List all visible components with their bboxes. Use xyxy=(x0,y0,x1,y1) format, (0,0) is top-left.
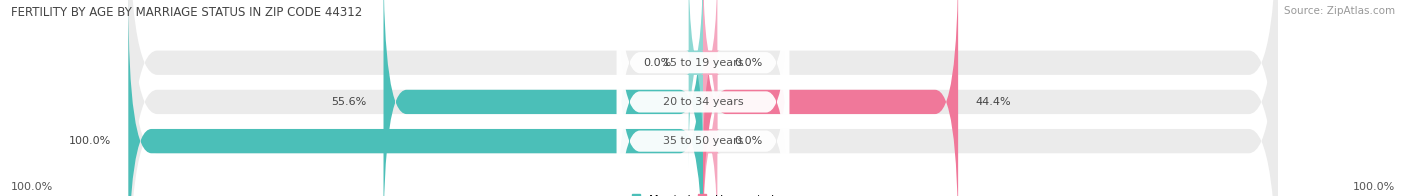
FancyBboxPatch shape xyxy=(700,36,720,196)
FancyBboxPatch shape xyxy=(128,0,703,196)
FancyBboxPatch shape xyxy=(128,0,1278,196)
Text: FERTILITY BY AGE BY MARRIAGE STATUS IN ZIP CODE 44312: FERTILITY BY AGE BY MARRIAGE STATUS IN Z… xyxy=(11,6,363,19)
Text: 0.0%: 0.0% xyxy=(734,136,763,146)
FancyBboxPatch shape xyxy=(617,0,789,196)
FancyBboxPatch shape xyxy=(703,0,957,196)
Text: Source: ZipAtlas.com: Source: ZipAtlas.com xyxy=(1284,6,1395,16)
FancyBboxPatch shape xyxy=(686,0,706,168)
Text: 20 to 34 years: 20 to 34 years xyxy=(662,97,744,107)
Text: 35 to 50 years: 35 to 50 years xyxy=(662,136,744,146)
Text: 44.4%: 44.4% xyxy=(976,97,1011,107)
FancyBboxPatch shape xyxy=(384,0,703,196)
Text: 0.0%: 0.0% xyxy=(643,58,672,68)
FancyBboxPatch shape xyxy=(128,0,1278,196)
Text: 0.0%: 0.0% xyxy=(734,58,763,68)
Legend: Married, Unmarried: Married, Unmarried xyxy=(631,194,775,196)
Text: 100.0%: 100.0% xyxy=(1353,182,1395,192)
Text: 100.0%: 100.0% xyxy=(11,182,53,192)
FancyBboxPatch shape xyxy=(617,0,789,196)
FancyBboxPatch shape xyxy=(617,0,789,196)
Text: 15 to 19 years: 15 to 19 years xyxy=(662,58,744,68)
Text: 55.6%: 55.6% xyxy=(330,97,367,107)
FancyBboxPatch shape xyxy=(700,0,720,168)
FancyBboxPatch shape xyxy=(128,0,1278,196)
Text: 100.0%: 100.0% xyxy=(69,136,111,146)
